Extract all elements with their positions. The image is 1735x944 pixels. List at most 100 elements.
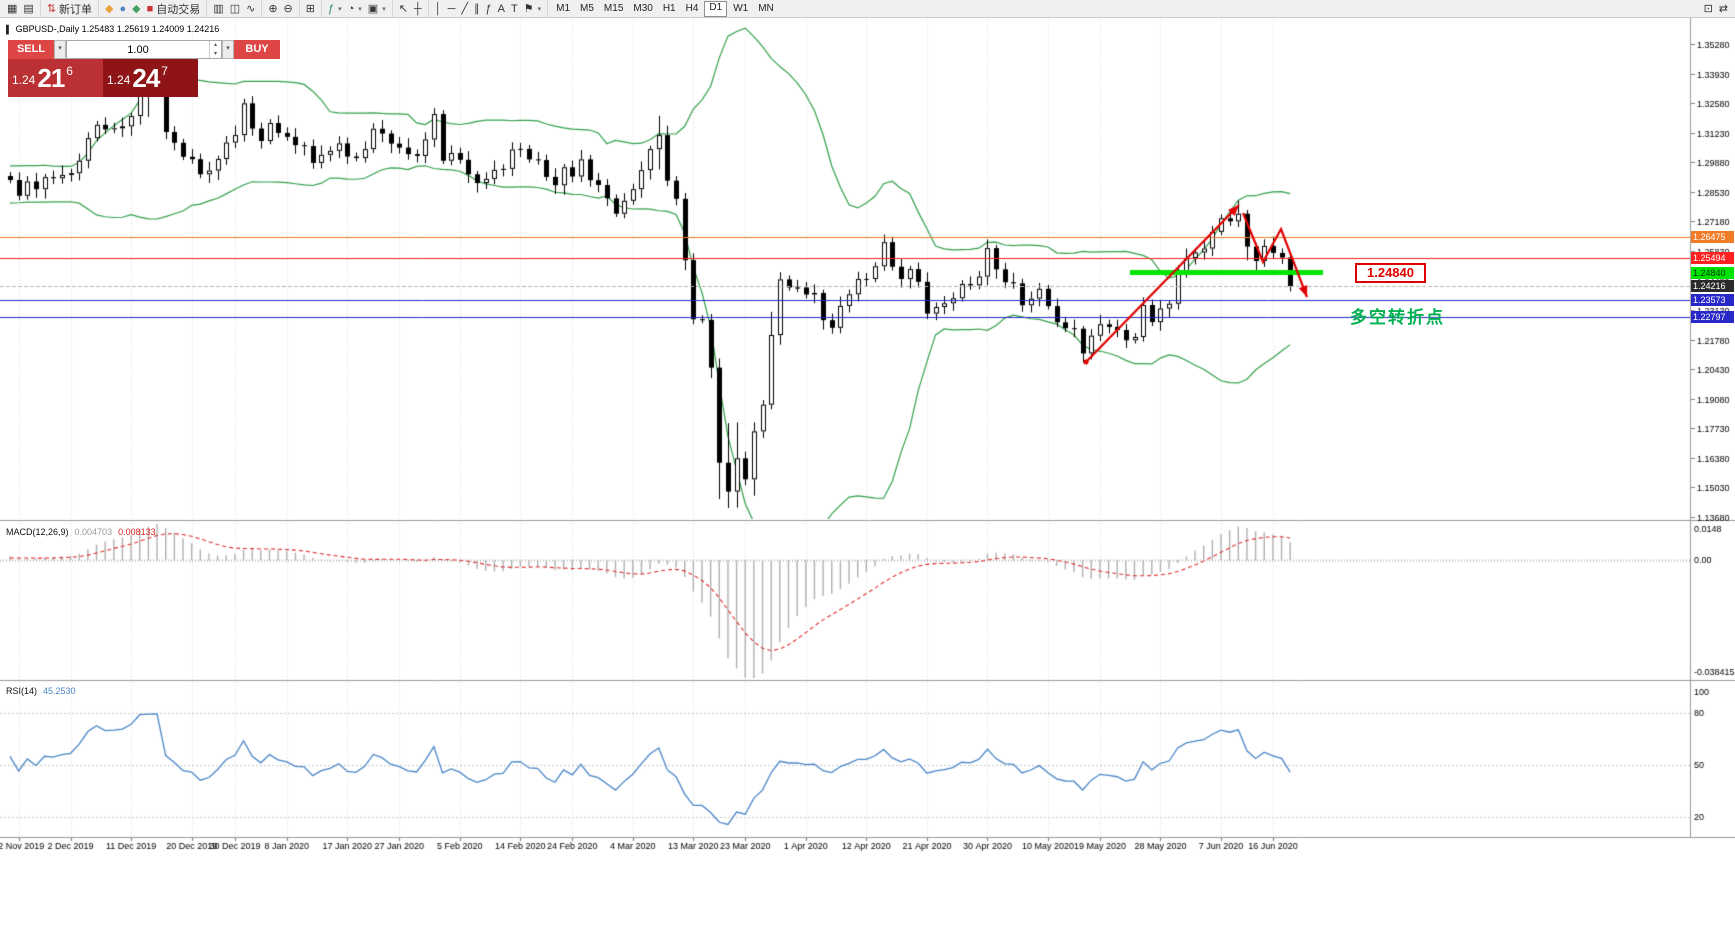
hosting-icon-icon: ◆ — [132, 2, 141, 15]
timeframe-group: M1 M5 M15 M30 H1 H4 D1 W1 MN — [547, 0, 779, 18]
toolbar-group: ◆ ● ◆ ■ 自动交易 — [98, 0, 203, 18]
macd-indicator-label: MACD(12,26,9) 0.004703 0.008133 — [6, 527, 156, 537]
vertical-line-button-icon: │ — [434, 2, 442, 15]
crosshair-button[interactable]: ┼ — [411, 1, 425, 17]
price-level-label: 1.25494 — [1691, 252, 1734, 265]
zoom-out-button-icon: ⊖ — [283, 2, 293, 15]
timeframe-mn[interactable]: MN — [758, 2, 774, 14]
text-label-button[interactable]: T — [508, 1, 521, 17]
autotrading-button[interactable]: ■ 自动交易 — [144, 1, 204, 17]
community-icon-icon: ● — [119, 2, 127, 15]
new-order-button[interactable]: ⇅ 新订单 — [44, 1, 95, 17]
toolbar-group: │ ─ ╱ ∥ ƒ A T ⚑ ▾ — [427, 0, 544, 18]
timeframe-w1[interactable]: W1 — [733, 2, 749, 14]
volume-box: ▴ ▾ — [66, 40, 222, 59]
new-order-button-label: 新订单 — [59, 3, 93, 16]
text-button[interactable]: A — [495, 1, 508, 17]
channel-button[interactable]: ∥ — [471, 1, 483, 17]
trendline-button[interactable]: ╱ — [458, 1, 471, 17]
bid-price-prefix: 1.24 — [12, 73, 36, 87]
channel-button-icon: ∥ — [474, 2, 480, 15]
horizontal-line-button[interactable]: ─ — [445, 1, 459, 17]
line-chart-type-button[interactable]: ∿ — [243, 1, 258, 17]
bid-price-display[interactable]: 1.24 21 6 — [8, 59, 103, 97]
volume-up-icon[interactable]: ▴ — [213, 42, 217, 48]
symbol-ohlc-text: GBPUSD-,Daily 1.25483 1.25619 1.24009 1.… — [15, 24, 220, 34]
bar-chart-type-button[interactable]: ▥ — [210, 1, 226, 17]
fibonacci-button[interactable]: ƒ — [483, 1, 495, 17]
trade-panel-buttons-row: SELL ▾ ▴ ▾ ▾ BUY — [8, 40, 280, 59]
buy-options-caret[interactable]: ▾ — [222, 40, 234, 59]
timeframe-d1[interactable]: D1 — [704, 0, 728, 17]
sell-options-caret[interactable]: ▾ — [54, 40, 66, 59]
ask-price-pip: 7 — [161, 64, 168, 78]
templates-button-icon: ▣ — [367, 2, 379, 15]
periods-button-icon: ◔ — [347, 2, 355, 15]
market-icon[interactable]: ◆ — [102, 1, 116, 17]
price-level-label: 1.26475 — [1691, 230, 1734, 243]
toolbar-group: ⊕ ⊖ — [261, 0, 295, 18]
tile-windows-button-icon: ⊞ — [305, 2, 315, 15]
macd-value-main: 0.004703 — [74, 527, 113, 537]
ask-price-display[interactable]: 1.24 24 7 — [103, 59, 198, 97]
new-chart-button[interactable]: ▦ — [4, 1, 20, 17]
timeframe-h1[interactable]: H1 — [662, 2, 676, 14]
trade-panel-prices-row: 1.24 21 6 1.24 24 7 — [8, 59, 198, 97]
one-click-trading-panel: SELL ▾ ▴ ▾ ▾ BUY 1.24 21 6 1.24 24 7 — [8, 40, 280, 97]
sell-button[interactable]: SELL — [8, 40, 54, 59]
bid-price-pip: 6 — [66, 64, 73, 78]
chart-profiles-button[interactable]: ▤ — [20, 1, 36, 17]
ask-price-prefix: 1.24 — [107, 73, 131, 87]
templates-button-caret[interactable]: ▾ — [382, 5, 386, 13]
volume-down-icon[interactable]: ▾ — [213, 50, 217, 57]
new-order-button-icon: ⇅ — [46, 2, 57, 15]
bid-price-main: 21 — [37, 62, 65, 93]
cursor-button[interactable]: ↖ — [396, 1, 411, 17]
timeframe-h4[interactable]: H4 — [685, 2, 699, 14]
zoom-out-button[interactable]: ⊖ — [281, 1, 296, 17]
timeframe-m15[interactable]: M15 — [603, 2, 624, 14]
cursor-button-icon: ↖ — [398, 2, 408, 15]
zoom-in-button[interactable]: ⊕ — [265, 1, 280, 17]
current-price-label: 1.24216 — [1691, 280, 1734, 293]
candlestick-chart-type-button[interactable]: ◫ — [227, 1, 243, 17]
toolbar-group: ↖ ┼ — [391, 0, 425, 18]
market-icon-icon: ◆ — [105, 2, 114, 15]
rsi-value: 45.2530 — [43, 686, 76, 696]
price-level-label: 1.22797 — [1691, 311, 1734, 324]
window-tile-icon-glyph: ⊡ — [1703, 2, 1713, 15]
toolbar-group: ⇅ 新订单 — [39, 0, 95, 18]
periods-button[interactable]: ◔ ▾ — [345, 1, 365, 17]
shapes-button-caret[interactable]: ▾ — [537, 5, 542, 13]
volume-spinner[interactable]: ▴ ▾ — [209, 41, 221, 58]
symbol-info: ▌ GBPUSD-,Daily 1.25483 1.25619 1.24009 … — [6, 24, 219, 34]
buy-button[interactable]: BUY — [234, 40, 280, 59]
timeframe-m5[interactable]: M5 — [580, 2, 594, 14]
window-switch-icon[interactable]: ⇄ — [1716, 1, 1731, 17]
shapes-button-icon: ⚑ — [523, 2, 534, 15]
timeframe-m1[interactable]: M1 — [556, 2, 571, 14]
indicators-button[interactable]: ƒ ▾ — [325, 1, 345, 17]
macd-name: MACD(12,26,9) — [6, 527, 69, 537]
templates-button[interactable]: ▣ ▾ — [365, 1, 389, 17]
line-chart-type-button-icon: ∿ — [246, 2, 256, 15]
volume-input[interactable] — [67, 41, 209, 58]
toolbar-right-group: ⊡ ⇄ — [1701, 0, 1731, 18]
tile-windows-button[interactable]: ⊞ — [303, 1, 318, 17]
symbol-icon: ▌ — [6, 24, 12, 34]
candlestick-chart-type-button-icon: ◫ — [229, 2, 241, 15]
hosting-icon[interactable]: ◆ — [129, 1, 143, 17]
toolbar-group: ⊞ — [298, 0, 318, 18]
timeframe-m30[interactable]: M30 — [633, 2, 653, 14]
periods-button-caret[interactable]: ▾ — [358, 5, 362, 13]
community-icon[interactable]: ● — [117, 1, 130, 17]
shapes-button[interactable]: ⚑ ▾ — [521, 1, 544, 17]
window-tile-icon[interactable]: ⊡ — [1701, 1, 1716, 17]
vertical-line-button[interactable]: │ — [432, 1, 445, 17]
turning-point-annotation: 多空转折点 — [1350, 308, 1445, 327]
toolbar: ▦ ▤ ⇅ 新订单 ◆ ● ◆ ■ 自动交易 ▥ ◫ ∿ ⊕ ⊖ ⊞ ƒ ▾ ◔ ▾ ▣ ▾ ↖ ┼ │ ─ ╱ ∥ ƒ A T ⚑ ▾ M1 M… — [0, 0, 1735, 18]
indicators-button-caret[interactable]: ▾ — [338, 5, 342, 13]
bar-chart-type-button-icon: ▥ — [213, 2, 224, 15]
